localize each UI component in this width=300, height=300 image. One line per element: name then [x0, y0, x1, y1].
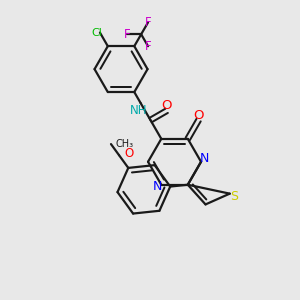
Text: F: F — [145, 40, 151, 53]
Text: N: N — [153, 180, 162, 193]
Text: O: O — [161, 99, 172, 112]
Text: NH: NH — [130, 104, 148, 118]
Text: S: S — [230, 190, 238, 203]
Text: CH₃: CH₃ — [116, 139, 134, 149]
Text: Cl: Cl — [92, 28, 102, 38]
Text: O: O — [193, 109, 204, 122]
Text: N: N — [199, 152, 209, 165]
Text: O: O — [124, 147, 133, 160]
Text: F: F — [124, 28, 131, 41]
Text: F: F — [145, 16, 151, 29]
